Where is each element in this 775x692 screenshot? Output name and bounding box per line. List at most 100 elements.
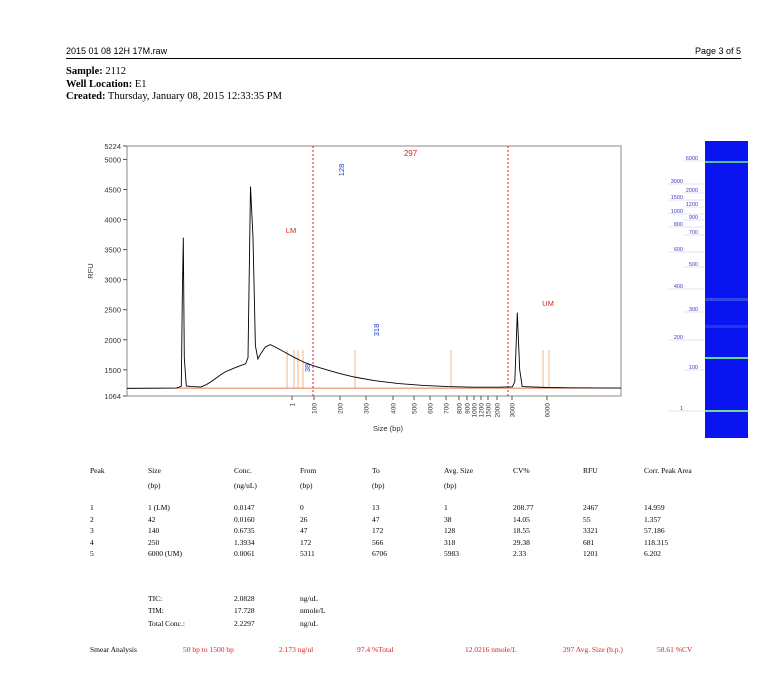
table-cell: 128 xyxy=(444,526,456,536)
x-tick-label: 300 xyxy=(364,403,371,414)
gel-marker-label: 1200 xyxy=(686,202,698,208)
table-header: Conc. xyxy=(234,466,252,475)
table-cell: 1 xyxy=(444,503,448,512)
gel-marker-label: 400 xyxy=(674,284,683,290)
sample-label: Sample: xyxy=(66,66,103,77)
table-cell: 4 xyxy=(90,537,94,547)
y-tick-label: 3000 xyxy=(104,276,121,285)
table-cell: 0.0061 xyxy=(234,549,255,559)
x-tick-label: 700 xyxy=(444,403,451,414)
table-cell: 172 xyxy=(300,537,312,547)
table-cell: 6.202 xyxy=(644,549,661,559)
table-cell: 0.0160 xyxy=(234,514,255,524)
gel-marker-label: 800 xyxy=(674,222,683,228)
table-cell: 42 xyxy=(148,514,156,524)
table-cell: 3321 xyxy=(583,526,598,536)
totals-unit: ng/uL xyxy=(300,618,318,628)
peak-label: 38 xyxy=(303,364,312,372)
x-tick-label: 3000 xyxy=(510,403,517,418)
totals-unit: ng/uL xyxy=(300,594,318,603)
smear-value: 12.0216 nmole/L xyxy=(465,645,517,654)
file-name: 2015 01 08 12H 17M.raw xyxy=(66,46,168,56)
gel-marker-label: 1000 xyxy=(671,209,683,215)
table-cell: 13 xyxy=(372,503,380,512)
gel-marker-label: 900 xyxy=(689,215,698,221)
x-tick-label: 600 xyxy=(428,403,435,414)
plot-frame xyxy=(126,145,622,397)
table-header-unit: (ng/uL) xyxy=(234,481,257,490)
y-tick-label: 1500 xyxy=(104,366,121,375)
sample-value: 2112 xyxy=(105,66,126,77)
table-cell: 0.6735 xyxy=(234,526,255,536)
gel-band xyxy=(705,325,748,328)
y-tick-label: 4000 xyxy=(104,216,121,225)
y-tick-label: 5224 xyxy=(104,142,121,151)
gel-marker-label: 3000 xyxy=(671,179,683,185)
well-value: E1 xyxy=(134,78,147,90)
created-label: Created: xyxy=(66,91,106,102)
table-cell: 2.33 xyxy=(513,549,527,559)
table-cell: 250 xyxy=(148,537,160,547)
well-row: Well Location: E1 xyxy=(66,79,282,92)
y-tick-label: 2500 xyxy=(104,306,121,315)
totals-label: TIM: xyxy=(148,606,164,616)
table-cell: 14.959 xyxy=(644,503,665,512)
table-cell: 2467 xyxy=(583,503,598,512)
gel-marker-label: 200 xyxy=(674,335,683,341)
x-tick-label: 800 xyxy=(457,403,464,414)
gel-marker-label: 100 xyxy=(689,365,698,371)
table-cell: 0.0147 xyxy=(234,503,255,512)
table-cell: 208.77 xyxy=(513,503,534,512)
table-cell: 5 xyxy=(90,549,94,559)
created-value: Thursday, January 08, 2015 12:33:35 PM xyxy=(107,91,282,102)
y-axis-label: RFU xyxy=(86,263,95,278)
y-tick-label: 1064 xyxy=(104,392,121,401)
table-cell: 318 xyxy=(444,537,456,547)
table-header: Peak xyxy=(90,466,105,475)
peak-label: UM xyxy=(542,299,554,308)
region-avg-label: 297 xyxy=(404,149,418,158)
x-tick-label: 2000 xyxy=(495,403,502,418)
smear-value: 58.61 %CV xyxy=(657,645,693,654)
x-tick-label: 6000 xyxy=(545,403,552,418)
table-header-unit: (bp) xyxy=(300,481,313,490)
created-row: Created: Thursday, January 08, 2015 12:3… xyxy=(66,91,282,104)
x-axis-label: Size (bp) xyxy=(373,424,404,433)
table-cell: 681 xyxy=(583,537,595,547)
gel-band xyxy=(705,298,748,301)
table-header-unit: (bp) xyxy=(148,481,161,490)
table-cell: 55 xyxy=(583,514,591,524)
gel-band xyxy=(705,410,748,412)
x-tick-label: 200 xyxy=(338,403,345,414)
table-cell: 14.05 xyxy=(513,514,530,524)
table-header: RFU xyxy=(583,466,598,475)
signal-trace xyxy=(126,186,622,389)
totals-value: 2.2297 xyxy=(234,618,255,628)
peak-label: LM xyxy=(286,226,296,235)
table-cell: 6706 xyxy=(372,549,387,559)
table-cell: 5311 xyxy=(300,549,315,559)
x-tick-label: 1000 xyxy=(472,403,479,418)
smear-value: 297 Avg. Size (b.p.) xyxy=(563,645,623,654)
table-cell: 0 xyxy=(300,503,304,512)
table-cell: 57.186 xyxy=(644,526,665,536)
well-label: Well Location: xyxy=(66,78,133,90)
table-cell: 566 xyxy=(372,537,384,547)
table-cell: 1.357 xyxy=(644,514,661,524)
x-tick-label: 1500 xyxy=(486,403,493,418)
gel-marker-label: 1500 xyxy=(671,195,683,201)
x-tick-label: 100 xyxy=(312,403,319,414)
table-cell: 6000 (UM) xyxy=(148,549,182,559)
gel-marker-label: 6000 xyxy=(686,156,698,162)
smear-value: 2.173 ng/ul xyxy=(279,645,314,654)
report-header: 2015 01 08 12H 17M.raw Page 3 of 5 xyxy=(66,44,741,59)
y-tick-label: 5000 xyxy=(104,155,121,164)
table-cell: 5983 xyxy=(444,549,459,559)
table-header: CV% xyxy=(513,466,530,475)
table-cell: 172 xyxy=(372,526,384,536)
peak-label: 128 xyxy=(337,164,346,177)
x-tick-label: 900 xyxy=(465,403,472,414)
gel-band xyxy=(705,357,748,359)
totals-value: 17.728 xyxy=(234,606,255,616)
